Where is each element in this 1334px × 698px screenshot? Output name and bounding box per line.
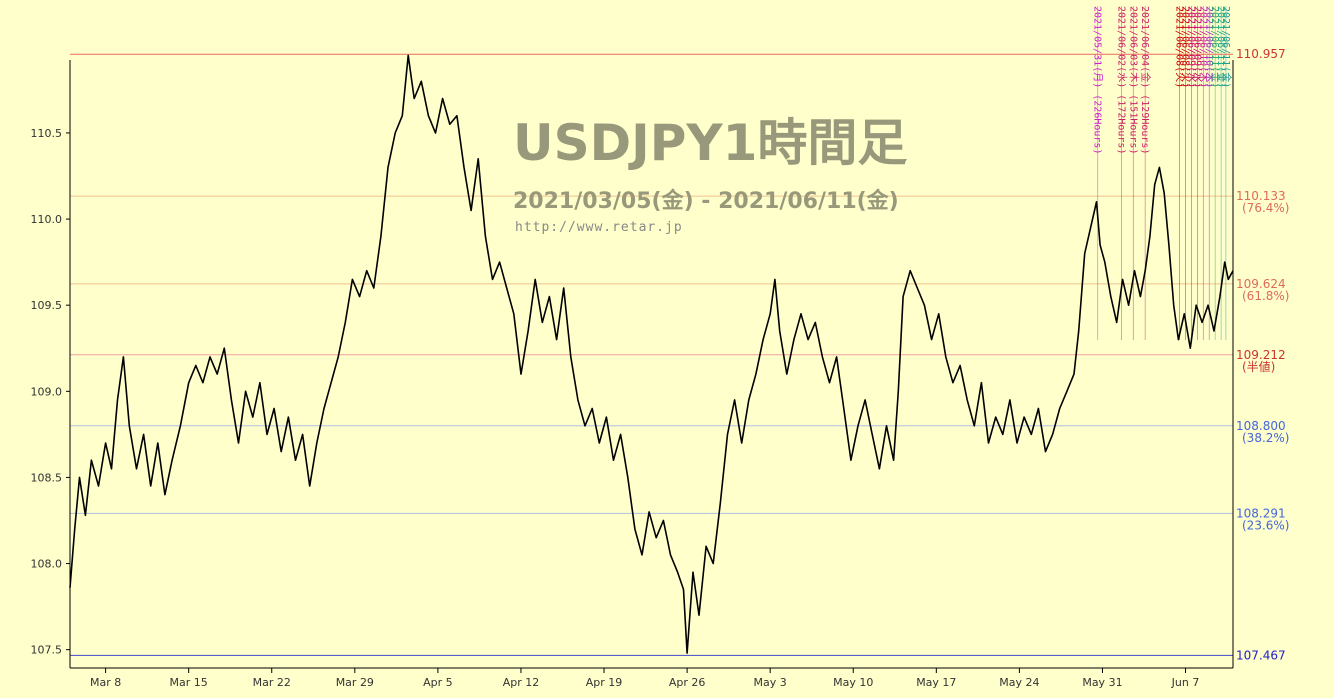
- y-tick-label: 109.0: [31, 385, 63, 398]
- event-label: 2021/06/04(金) (129Hours): [1139, 6, 1152, 154]
- x-tick-label: Mar 29: [336, 676, 374, 689]
- level-value-label: 110.957: [1236, 47, 1286, 61]
- level-percent-label: (76.4%): [1242, 201, 1289, 215]
- y-tick-label: 110.0: [31, 213, 63, 226]
- chart-subtitle: 2021/03/05(金) - 2021/06/11(金): [513, 188, 899, 214]
- level-labels: 110.957 110.133(76.4%) 109.624(61.8%) 109.2…: [1236, 47, 1289, 662]
- x-tick-label: May 31: [1082, 676, 1122, 689]
- level-value-label: 108.800: [1236, 419, 1286, 433]
- axes: [69, 60, 1234, 669]
- y-tick-label: 110.5: [31, 127, 63, 140]
- level-value-label: 109.624: [1236, 277, 1286, 291]
- event-label: 2021/06/11(金): [1215, 6, 1228, 88]
- chart-title: USDJPY1時間足: [513, 114, 907, 172]
- y-tick-label: 107.5: [31, 644, 63, 657]
- x-tick-label: Mar 15: [170, 676, 208, 689]
- level-value-label: 109.212: [1236, 348, 1286, 362]
- event-label: 2021/06/08(火): [1174, 6, 1186, 88]
- y-tick-label: 108.0: [31, 558, 63, 571]
- level-percent-label: (半値): [1242, 359, 1275, 374]
- x-tick-label: May 3: [754, 676, 787, 689]
- event-label: 2021/06/09(水): [1185, 6, 1197, 88]
- level-value-label: 108.291: [1236, 506, 1286, 520]
- x-tick-label: Apr 12: [503, 676, 540, 689]
- x-ticks: Mar 8 Mar 15 Mar 22 Mar 29 Apr 5 Apr 12 Apr 19…: [90, 668, 1199, 689]
- event-label: 2021/06/02(水) (172Hours): [1115, 6, 1127, 154]
- level-lines: [70, 53, 1233, 656]
- x-tick-label: May 17: [916, 676, 956, 689]
- event-label: 2021/06/08(火): [1180, 6, 1192, 88]
- event-label: 2021/06/10(木): [1197, 6, 1209, 88]
- event-label: 2021/06/11(金): [1209, 6, 1222, 88]
- y-tick-label: 109.5: [31, 299, 63, 312]
- event-lines: 2021/05/31(月) (226Hours) 2021/06/02(水) (1…: [1092, 6, 1233, 340]
- price-series-line: [69, 54, 1234, 654]
- y-tick-label: 108.5: [31, 471, 63, 484]
- event-label: 2021/05/31(月) (226Hours): [1092, 6, 1104, 154]
- level-percent-label: (23.6%): [1242, 518, 1289, 532]
- x-tick-label: Apr 19: [586, 676, 623, 689]
- x-tick-label: May 10: [833, 676, 873, 689]
- event-label: 2021/06/03(木) (151Hours): [1127, 6, 1139, 154]
- source-url: http://www.retar.jp: [515, 220, 683, 235]
- x-tick-label: Jun 7: [1171, 676, 1200, 689]
- x-tick-label: Apr 5: [423, 676, 453, 689]
- level-value-label: 110.133: [1236, 189, 1286, 203]
- x-tick-label: Apr 26: [669, 676, 706, 689]
- level-value-label: 107.467: [1236, 648, 1286, 662]
- y-ticks: 107.5 108.0 108.5 109.0 109.5 110.0 110.5: [31, 127, 70, 657]
- event-label: 2021/06/11(金): [1220, 6, 1233, 88]
- event-label: 2021/06/09(水): [1191, 6, 1203, 88]
- watermark: USDJPY1時間足 2021/03/05(金) - 2021/06/11(金)…: [513, 114, 907, 235]
- level-percent-label: (38.2%): [1242, 431, 1289, 445]
- x-tick-label: May 24: [999, 676, 1039, 689]
- event-label: 2021/06/10(木): [1203, 6, 1215, 88]
- level-percent-label: (61.8%): [1242, 289, 1289, 303]
- x-tick-label: Mar 22: [253, 676, 291, 689]
- x-tick-label: Mar 8: [90, 676, 121, 689]
